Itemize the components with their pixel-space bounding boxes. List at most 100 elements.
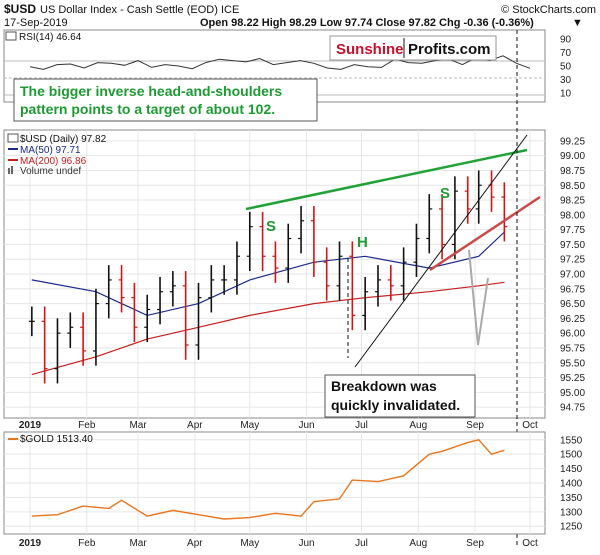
- main-ytick-label: 96.00: [560, 329, 585, 340]
- main-ytick-label: 98.25: [560, 196, 585, 207]
- gold-xtick-label: Sep: [466, 538, 484, 549]
- legend-volume-icon: [8, 168, 10, 174]
- gold-ytick-label: 1300: [560, 507, 583, 518]
- main-ytick-label: 97.25: [560, 255, 585, 266]
- rsi-label: RSI(14) 46.64: [19, 32, 82, 43]
- title-line2: pattern points to a target of about 102.: [20, 101, 275, 117]
- title-callout: The bigger inverse head-and-shoulders pa…: [13, 78, 318, 122]
- price-bar: [501, 182, 508, 242]
- main-ytick-label: 95.50: [560, 358, 585, 369]
- gold-ytick-label: 1550: [560, 435, 583, 446]
- header-name: US Dollar Index - Cash Settle (EOD) ICE: [40, 4, 239, 16]
- gold-xtick-label: Jun: [298, 538, 314, 549]
- price-bar: [349, 241, 356, 331]
- price-bar: [387, 265, 394, 301]
- main-ytick-label: 97.50: [560, 240, 585, 251]
- main-legend: $USD (Daily) 97.82 MA(50) 97.71 MA(200) …: [7, 133, 107, 177]
- main-ytick-label: 98.50: [560, 181, 585, 192]
- head-label: H: [357, 234, 368, 251]
- gold-ytick-label: 1350: [560, 493, 583, 504]
- main-ytick-label: 98.00: [560, 210, 585, 221]
- main-ytick-label: 98.75: [560, 166, 585, 177]
- gold-series-line: [31, 439, 505, 520]
- header-exchange: ICE: [221, 4, 239, 16]
- rsi-tick-label: 70: [560, 48, 572, 59]
- price-bar: [362, 276, 369, 331]
- gold-ytick-label: 1450: [560, 464, 583, 475]
- price-bar: [246, 211, 253, 272]
- main-xtick-label: May: [240, 420, 259, 431]
- gold-xtick-label: Feb: [78, 538, 96, 549]
- breakdown-callout: Breakdown was quickly invalidated.: [324, 374, 476, 418]
- header-name-text: US Dollar Index - Cash Settle (EOD): [40, 4, 218, 16]
- gold-panel: 1250 1300 1350 1400 1450 1500 1550 2019 Feb Mar A…: [3, 431, 583, 549]
- main-ytick-label: 97.75: [560, 225, 585, 236]
- legend-volume: Volume undef: [20, 166, 81, 177]
- rsi-tick-label: 10: [560, 89, 572, 100]
- price-bar: [464, 176, 471, 224]
- main-xtick-label: Apr: [187, 420, 203, 431]
- shoulder-right-label: S: [440, 185, 450, 202]
- price-bar: [118, 265, 125, 313]
- ma200-line: [31, 281, 505, 376]
- legend-price: $USD (Daily) 97.82: [20, 134, 107, 145]
- price-bar: [80, 312, 87, 366]
- title-callout-box: [13, 78, 318, 122]
- main-ytick-label: 95.75: [560, 343, 585, 354]
- gold-xtick-label: Jul: [355, 538, 368, 549]
- main-ytick-label: 99.25: [560, 136, 585, 147]
- main-ytick-label: 96.25: [560, 314, 585, 325]
- gold-xtick-label: Mar: [129, 538, 147, 549]
- support-trendline-black: [354, 134, 528, 368]
- price-bar: [336, 241, 343, 301]
- price-bar: [157, 276, 164, 325]
- rsi-legend-swatch: [5, 31, 17, 41]
- price-bar: [451, 176, 458, 260]
- legend-price-swatch: [7, 133, 19, 143]
- price-bar: [475, 170, 482, 224]
- breakdown-callout-box: [324, 374, 476, 418]
- breakdown-line2: quickly invalidated.: [331, 397, 460, 413]
- legend-volume-icon-2: [11, 166, 13, 174]
- main-ytick-label: 94.75: [560, 403, 585, 414]
- price-bar: [272, 241, 279, 283]
- rsi-tick-label: 90: [560, 34, 572, 45]
- price-bar: [259, 211, 266, 272]
- main-xtick-label: Mar: [129, 420, 147, 431]
- header-ohlc: Open 98.22 High 98.29 Low 97.74 Close 97…: [200, 17, 534, 29]
- support-trendline-red: [429, 195, 541, 272]
- price-bar: [374, 265, 381, 307]
- price-bar: [144, 294, 151, 343]
- main-xtick-label: Jul: [355, 420, 368, 431]
- shoulder-left-label: S: [266, 218, 276, 235]
- price-bar: [285, 223, 292, 283]
- header-date: 17-Sep-2019: [4, 17, 68, 29]
- breakdown-marker: [468, 249, 489, 346]
- legend-ma50: MA(50) 97.71: [20, 145, 81, 156]
- price-bar: [413, 223, 420, 277]
- main-xtick-label: Aug: [409, 420, 427, 431]
- price-bar: [323, 247, 330, 301]
- neckline-green: [245, 148, 528, 211]
- main-ytick-label: 96.75: [560, 284, 585, 295]
- rsi-tick-label: 50: [560, 62, 572, 73]
- main-xtick-label: Sep: [466, 420, 484, 431]
- header-source: © StockCharts.com: [501, 4, 596, 16]
- price-bar: [426, 194, 433, 254]
- main-ytick-label: 97.00: [560, 270, 585, 281]
- price-bar: [54, 318, 61, 384]
- price-bar: [310, 205, 317, 277]
- price-panel: 94.75 95.00 95.25 95.50 95.75 96.00 96.25 96.50…: [3, 30, 585, 545]
- main-xtick-label: Jun: [298, 420, 314, 431]
- main-ytick-label: 95.00: [560, 388, 585, 399]
- price-bar: [67, 312, 74, 348]
- price-bar: [28, 306, 35, 337]
- gold-ytick-label: 1500: [560, 450, 583, 461]
- main-ytick-label: 95.25: [560, 373, 585, 384]
- legend-ma200: MA(200) 96.86: [20, 156, 87, 167]
- price-bar: [169, 271, 176, 307]
- price-bar: [92, 288, 99, 366]
- main-ytick-label: 96.50: [560, 299, 585, 310]
